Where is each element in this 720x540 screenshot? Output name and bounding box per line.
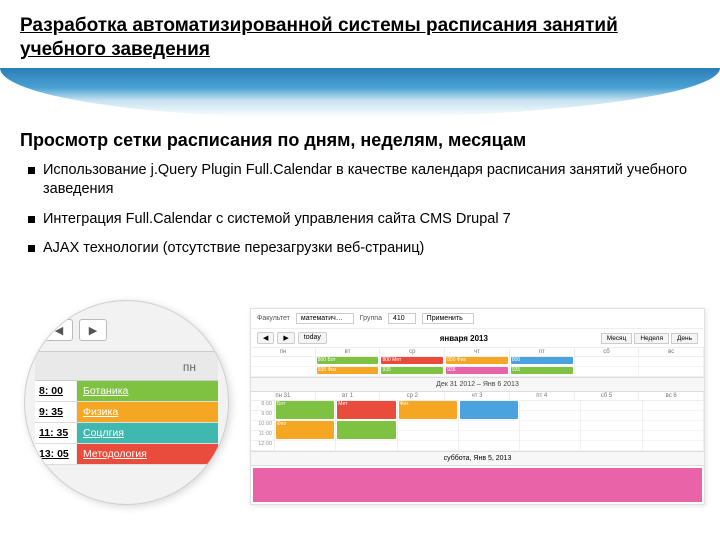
agenda-day-cell: вт 1 xyxy=(316,392,381,400)
calendar-event[interactable]: 935 xyxy=(511,367,573,374)
agenda-event[interactable]: Мет xyxy=(337,401,395,419)
view-month-button[interactable]: Месяц xyxy=(601,333,633,344)
agenda-column xyxy=(643,401,704,451)
event-slot xyxy=(575,357,640,366)
group-select[interactable]: 410 xyxy=(388,313,416,324)
event-slot xyxy=(639,357,704,366)
agenda-time-label: 8:00 xyxy=(251,401,274,411)
saturday-event-block xyxy=(253,468,702,502)
week-header: пнвтсрчтптсбвс xyxy=(251,348,704,357)
month-event-row: 935 Физ935935935 xyxy=(251,367,704,377)
agenda-time-label: 9:00 xyxy=(251,411,274,421)
cal-prev-button[interactable]: ◀ xyxy=(257,332,274,344)
calendar-title: января 2013 xyxy=(440,334,488,343)
agenda-day-cell: пн 31 xyxy=(251,392,316,400)
agenda-time-label: 11:00 xyxy=(251,431,274,441)
event-slot xyxy=(251,367,316,376)
week-separator: Дек 31 2012 – Янв 6 2013 xyxy=(251,377,704,392)
agenda-event[interactable] xyxy=(337,421,395,439)
agenda-day-cell: ср 2 xyxy=(380,392,445,400)
event-slot: 935 xyxy=(445,367,510,376)
day-header-cell: сб xyxy=(575,348,640,356)
lesson-time: 9: 35 xyxy=(35,402,77,422)
agenda-day-cell: чт 3 xyxy=(445,392,510,400)
agenda-column: Физ xyxy=(398,401,459,451)
lesson-time: 8: 00 xyxy=(35,381,77,401)
decorative-wave xyxy=(0,68,720,118)
bullet-list: Использование j.Query Plugin Full.Calend… xyxy=(0,161,720,259)
agenda-column xyxy=(520,401,581,451)
agenda-column xyxy=(581,401,642,451)
lesson-name: Физика xyxy=(77,402,218,422)
event-slot: 800 Физ xyxy=(445,357,510,366)
event-slot: 935 xyxy=(380,367,445,376)
agenda-column: Мет xyxy=(336,401,397,451)
lesson-time: 13: 05 xyxy=(35,444,77,464)
agenda-event[interactable]: Физ xyxy=(276,421,334,439)
agenda-event[interactable] xyxy=(460,401,518,419)
agenda-day-cell: сб 5 xyxy=(575,392,640,400)
lesson-name: Методология xyxy=(77,444,218,464)
slide-title: Разработка автоматизированной системы ра… xyxy=(20,14,700,62)
lesson-row[interactable]: 9: 35Физика xyxy=(35,402,218,423)
calendar-filters: Факультет математич… Группа 410 Применит… xyxy=(251,309,704,329)
calendar-event[interactable]: 800 Мет xyxy=(381,357,443,364)
month-event-row: 800 Бот800 Мет800 Физ800 xyxy=(251,357,704,367)
event-slot: 800 Бот xyxy=(316,357,381,366)
lesson-row[interactable]: 11: 35Соцлгия xyxy=(35,423,218,444)
event-slot xyxy=(639,367,704,376)
event-slot xyxy=(251,357,316,366)
calendar-event[interactable]: 800 xyxy=(511,357,573,364)
lesson-time: 11: 35 xyxy=(35,423,77,443)
next-day-button[interactable]: ▶ xyxy=(79,319,107,341)
lesson-row[interactable]: 8: 00Ботаника xyxy=(35,381,218,402)
calendar-event[interactable]: 935 Физ xyxy=(317,367,379,374)
view-week-button[interactable]: Неделя xyxy=(634,333,669,344)
calendar-event[interactable]: 935 xyxy=(381,367,443,374)
agenda-day-header: пн 31вт 1ср 2чт 3пт 4сб 5вс 6 xyxy=(251,392,704,401)
day-header-cell: вс xyxy=(639,348,704,356)
agenda-event[interactable]: Физ xyxy=(399,401,457,419)
agenda-day-cell: пт 4 xyxy=(510,392,575,400)
day-header-cell: ср xyxy=(380,348,445,356)
event-slot: 935 Физ xyxy=(316,367,381,376)
bullet-item: Использование j.Query Plugin Full.Calend… xyxy=(28,161,700,200)
day-label: пн xyxy=(35,351,218,381)
view-day-button[interactable]: День xyxy=(671,333,698,344)
bullet-item: AJAX технологии (отсутствие перезагрузки… xyxy=(28,239,700,259)
event-slot: 800 xyxy=(510,357,575,366)
bullet-item: Интеграция Full.Calendar с системой упра… xyxy=(28,210,700,230)
calendar-event[interactable]: 800 Физ xyxy=(446,357,508,364)
saturday-separator: суббота, Янв 5, 2013 xyxy=(251,451,704,466)
zoom-day-view: ◀ ▶ пн 8: 00Ботаника9: 35Физика11: 35Соц… xyxy=(24,300,229,505)
agenda-time-label: 10:00 xyxy=(251,421,274,431)
prev-day-button[interactable]: ◀ xyxy=(45,319,73,341)
calendar-event[interactable]: 800 Бот xyxy=(317,357,379,364)
lesson-row[interactable]: 13: 05Методология xyxy=(35,444,218,465)
calendar-screenshot: Факультет математич… Группа 410 Применит… xyxy=(250,308,705,505)
event-slot: 800 Мет xyxy=(380,357,445,366)
lesson-name: Соцлгия xyxy=(77,423,218,443)
lesson-name: Ботаника xyxy=(77,381,218,401)
day-header-cell: пн xyxy=(251,348,316,356)
filter-label: Группа xyxy=(360,315,382,322)
cal-next-button[interactable]: ▶ xyxy=(277,332,294,344)
section-title: Просмотр сетки расписания по дням, недел… xyxy=(0,126,720,161)
faculty-select[interactable]: математич… xyxy=(296,313,354,324)
day-header-cell: вт xyxy=(316,348,381,356)
cal-today-button[interactable]: today xyxy=(298,332,327,344)
agenda-grid: 8:009:0010:0011:0012:00 Бот ФизМетФиз xyxy=(251,401,704,451)
agenda-column: Бот Физ xyxy=(275,401,336,451)
calendar-event[interactable]: 935 xyxy=(446,367,508,374)
agenda-time-label: 12:00 xyxy=(251,441,274,451)
day-header-cell: чт xyxy=(445,348,510,356)
day-header-cell: пт xyxy=(510,348,575,356)
agenda-column xyxy=(459,401,520,451)
agenda-day-cell: вс 6 xyxy=(639,392,704,400)
event-slot xyxy=(575,367,640,376)
apply-button[interactable]: Применить xyxy=(422,313,474,324)
event-slot: 935 xyxy=(510,367,575,376)
filter-label: Факультет xyxy=(257,315,290,322)
agenda-event[interactable]: Бот xyxy=(276,401,334,419)
